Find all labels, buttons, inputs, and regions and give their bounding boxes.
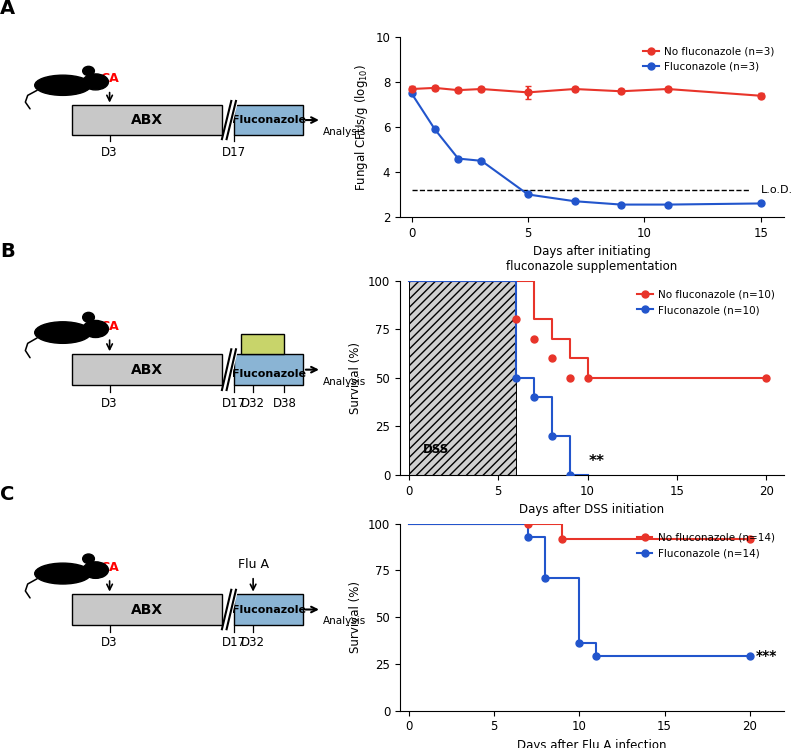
Legend: No fluconazole (n=10), Fluconazole (n=10): No fluconazole (n=10), Fluconazole (n=10…: [633, 286, 778, 319]
Text: CA: CA: [100, 319, 119, 333]
Text: D3: D3: [102, 146, 118, 159]
Ellipse shape: [82, 554, 94, 563]
Text: D17: D17: [222, 397, 246, 410]
X-axis label: Days after initiating
fluconazole supplementation: Days after initiating fluconazole supple…: [506, 245, 678, 273]
Text: D3: D3: [102, 636, 118, 649]
Text: D3: D3: [102, 397, 118, 410]
Bar: [409, 280, 516, 475]
Ellipse shape: [82, 74, 109, 90]
Text: ABX: ABX: [131, 113, 163, 127]
Y-axis label: Survival (%): Survival (%): [350, 581, 362, 653]
Text: D32: D32: [241, 397, 265, 410]
Text: D17: D17: [222, 146, 246, 159]
Bar: [72, 354, 222, 385]
Bar: [234, 595, 303, 625]
Text: ABX: ABX: [131, 602, 163, 616]
Ellipse shape: [34, 563, 91, 584]
Ellipse shape: [82, 562, 109, 578]
Bar: [72, 105, 222, 135]
Text: CA: CA: [100, 560, 119, 574]
Ellipse shape: [82, 67, 94, 76]
Text: **: **: [589, 454, 605, 469]
Text: C: C: [0, 485, 14, 504]
Text: Analysis: Analysis: [323, 616, 366, 627]
Ellipse shape: [82, 320, 109, 337]
X-axis label: Days after DSS initiation: Days after DSS initiation: [519, 503, 665, 516]
Text: D17: D17: [222, 636, 246, 649]
Text: Flu A: Flu A: [238, 558, 269, 571]
Text: ***: ***: [756, 649, 778, 663]
Text: B: B: [0, 242, 15, 261]
Bar: [234, 105, 303, 135]
Text: Analysis: Analysis: [323, 377, 366, 387]
Text: Fluconazole: Fluconazole: [232, 370, 306, 379]
Text: DSS: DSS: [249, 337, 276, 351]
Text: DSS: DSS: [422, 443, 449, 456]
Text: CA: CA: [100, 73, 119, 85]
Y-axis label: Fungal CFUs/g (log$_{10}$): Fungal CFUs/g (log$_{10}$): [353, 64, 370, 191]
Legend: No fluconazole (n=14), Fluconazole (n=14): No fluconazole (n=14), Fluconazole (n=14…: [633, 529, 778, 562]
Text: Fluconazole: Fluconazole: [232, 604, 306, 615]
Ellipse shape: [34, 322, 91, 343]
Ellipse shape: [82, 313, 94, 322]
Ellipse shape: [34, 76, 91, 96]
Text: A: A: [0, 0, 15, 18]
Bar: [241, 334, 284, 354]
Text: Fluconazole: Fluconazole: [232, 115, 306, 125]
Bar: [234, 354, 303, 385]
Text: Analysis: Analysis: [323, 127, 366, 137]
Text: ABX: ABX: [131, 363, 163, 377]
Y-axis label: Survival (%): Survival (%): [350, 342, 362, 414]
X-axis label: Days after Flu A infection: Days after Flu A infection: [518, 739, 666, 748]
Legend: No fluconazole (n=3), Fluconazole (n=3): No fluconazole (n=3), Fluconazole (n=3): [639, 43, 778, 76]
Text: L.o.D.: L.o.D.: [761, 185, 793, 195]
Text: D32: D32: [241, 636, 265, 649]
Text: D38: D38: [272, 397, 296, 410]
Bar: [72, 595, 222, 625]
